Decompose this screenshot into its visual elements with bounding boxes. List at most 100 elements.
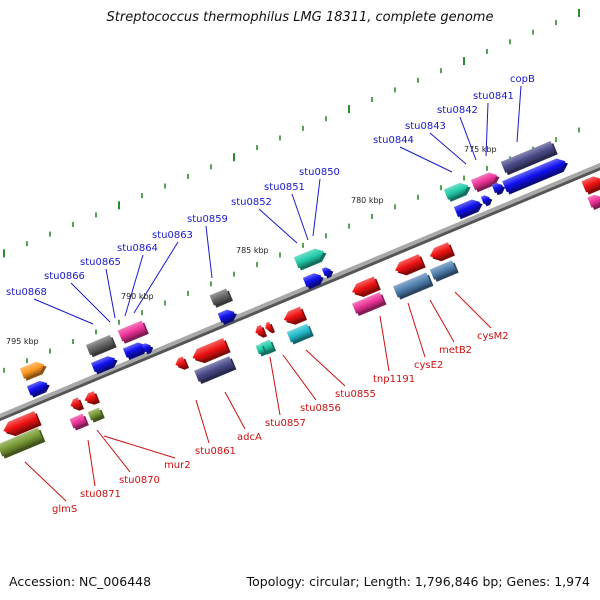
gene-feature	[265, 321, 276, 334]
gene-label-stu0851: stu0851	[264, 182, 305, 193]
genome-summary-text: Topology: circular; Length: 1,796,846 bp…	[246, 574, 590, 589]
gene-feature	[19, 361, 47, 381]
gene-label-stu0864: stu0864	[117, 243, 158, 254]
leader-line	[429, 299, 455, 343]
gene-feature-body	[429, 260, 457, 280]
gene-feature	[3, 411, 42, 437]
gene-feature-body	[255, 324, 265, 336]
gene-feature-body	[302, 273, 322, 288]
gene-feature-body	[321, 267, 331, 277]
gene-label-stu0868: stu0868	[6, 287, 47, 298]
gene-feature-body	[500, 141, 556, 173]
leader-line	[269, 356, 281, 416]
gene-feature	[443, 182, 471, 202]
gene-feature	[480, 195, 493, 207]
gene-feature-body	[209, 288, 231, 306]
leader-line	[399, 146, 453, 173]
gene-label-glmS: glmS	[52, 504, 77, 515]
leader-line	[24, 461, 67, 502]
gene-feature-body	[453, 199, 480, 218]
leader-line	[485, 102, 489, 157]
gene-label-stu0865: stu0865	[80, 257, 121, 268]
gene-feature-body	[293, 248, 324, 269]
gene-feature	[587, 194, 600, 210]
leader-line	[105, 268, 116, 319]
leader-line	[124, 254, 144, 317]
gene-feature	[209, 288, 233, 308]
gene-feature-body	[141, 343, 151, 353]
leader-line	[224, 391, 246, 430]
gene-feature-body	[87, 407, 103, 421]
gene-label-stu0856: stu0856	[300, 403, 341, 414]
gene-feature-body	[26, 380, 48, 396]
gene-feature-body	[217, 309, 235, 323]
leader-line	[407, 302, 426, 358]
leader-line	[454, 291, 492, 329]
gene-label-stu0861: stu0861	[195, 446, 236, 457]
scale-label-775: 775 kbp	[464, 145, 497, 154]
gene-label-cysM2: cysM2	[477, 331, 509, 342]
gene-feature	[91, 356, 118, 375]
gene-features	[0, 141, 600, 459]
leader-line	[96, 429, 131, 473]
gene-feature-body	[581, 176, 600, 193]
gene-feature-body	[122, 342, 146, 358]
gene-feature	[321, 267, 334, 279]
leader-line	[459, 116, 477, 161]
leader-line	[70, 282, 111, 323]
gene-feature	[283, 306, 308, 325]
gene-feature-body	[175, 356, 187, 368]
leader-line	[379, 315, 390, 372]
gene-feature-body	[502, 158, 566, 193]
gene-feature-body	[480, 195, 490, 205]
leader-line	[133, 241, 179, 314]
leader-line	[282, 354, 317, 401]
gene-feature	[85, 334, 117, 358]
leader-line	[291, 193, 309, 241]
gene-feature	[217, 309, 237, 325]
gene-feature-body	[470, 172, 497, 191]
gene-label-tnp1191: tnp1191	[373, 374, 415, 385]
leader-line	[516, 85, 522, 143]
gene-feature	[192, 338, 231, 364]
gene-feature	[194, 356, 237, 385]
gene-feature-body	[352, 276, 379, 295]
gene-feature-body	[70, 397, 82, 409]
gene-label-stu0870: stu0870	[119, 475, 160, 486]
scale-label-780: 780 kbp	[351, 196, 384, 205]
leader-line	[305, 349, 346, 387]
gene-feature	[502, 158, 568, 195]
gene-label-stu0855: stu0855	[335, 389, 376, 400]
leader-line	[87, 439, 96, 487]
gene-feature	[87, 407, 105, 423]
gene-feature-body	[91, 356, 116, 373]
gene-feature	[352, 292, 387, 317]
gene-feature-body	[587, 194, 600, 208]
gene-feature	[293, 248, 327, 271]
gene-label-cysE2: cysE2	[414, 360, 443, 371]
gene-feature-body	[117, 320, 147, 342]
minor-ticks	[3, 8, 580, 373]
gene-label-stu0871: stu0871	[80, 489, 121, 500]
gene-label-adcA: adcA	[237, 432, 262, 443]
gene-label-stu0863: stu0863	[152, 230, 193, 241]
gene-feature	[453, 199, 483, 220]
gene-feature	[286, 323, 314, 345]
gene-feature	[491, 182, 506, 196]
gene-label-stu0866: stu0866	[44, 271, 85, 282]
gene-feature-body	[19, 361, 45, 379]
scale-label-785: 785 kbp	[236, 246, 269, 255]
gene-feature	[393, 272, 434, 300]
gene-feature	[429, 260, 459, 282]
gene-label-stu0850: stu0850	[299, 167, 340, 178]
gene-feature	[141, 343, 154, 355]
gene-feature-body	[194, 356, 234, 382]
leader-line	[258, 208, 298, 244]
gene-feature	[0, 427, 46, 459]
gene-feature	[175, 356, 190, 370]
gene-label-stu0844: stu0844	[373, 135, 414, 146]
gene-feature-body	[443, 182, 469, 200]
gene-feature	[470, 172, 500, 193]
gene-feature-body	[352, 292, 384, 314]
